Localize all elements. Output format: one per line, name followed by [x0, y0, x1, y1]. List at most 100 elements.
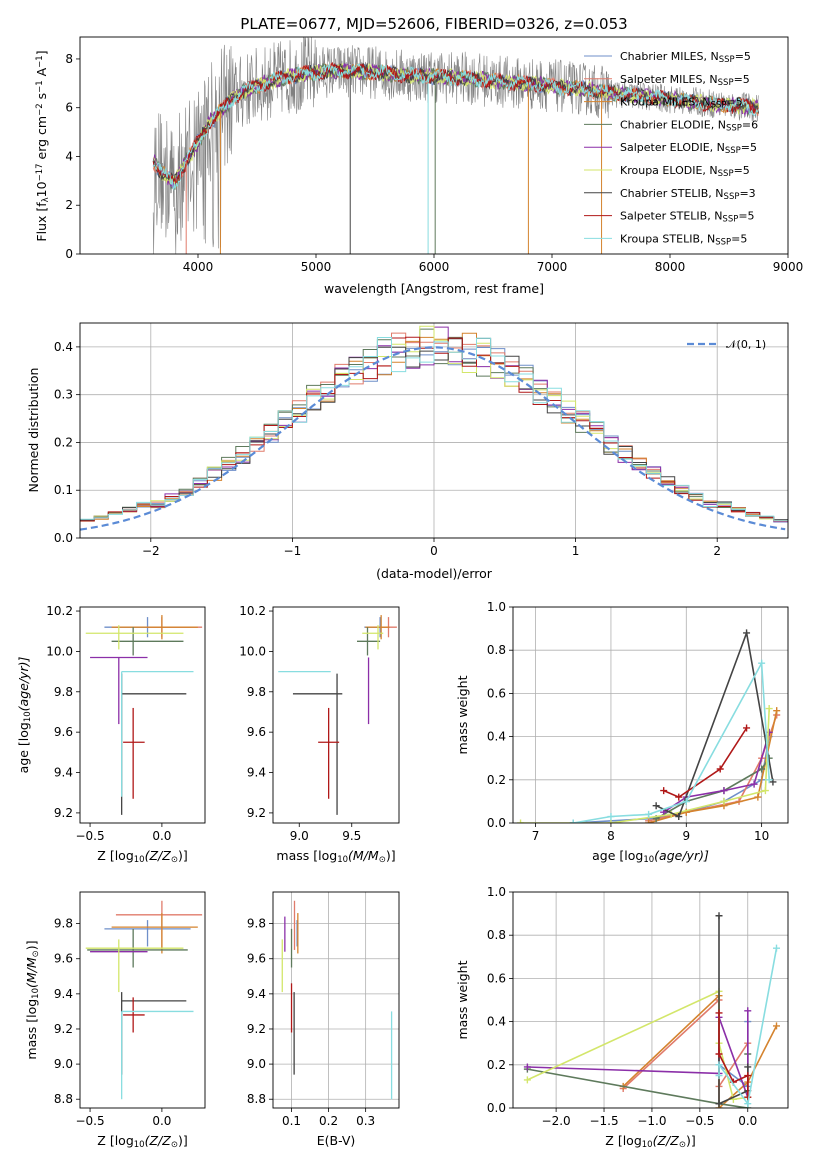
- weight-marker: [523, 1076, 531, 1084]
- x-axis-label: Z [log10(Z/Z⊙)]: [97, 1133, 187, 1150]
- y-tick-label: 0.2: [54, 435, 73, 449]
- plot-area: [152, 37, 759, 254]
- x-tick-label: 9.0: [290, 829, 309, 843]
- x-tick-label: 4000: [183, 260, 214, 274]
- y-axis-label: Normed distribution: [26, 368, 41, 493]
- x-tick-label: 0.1: [282, 1114, 301, 1128]
- x-tick-label: 0.3: [356, 1114, 375, 1128]
- x-axis-label: E(B-V): [317, 1133, 356, 1148]
- legend-entry: Salpeter STELIB, NSSP=5: [620, 210, 755, 225]
- y-tick-label: 10.2: [239, 604, 266, 618]
- weight-marker: [652, 802, 660, 810]
- y-tick-label: 0.0: [487, 816, 506, 830]
- x-tick-label: −0.5: [75, 1114, 104, 1128]
- y-tick-label: 0.4: [487, 1015, 506, 1029]
- axes-frame: [79, 322, 789, 539]
- residual-distribution-panel: −2 −1 0 1 2 0.0 0.1 0.2 0.3 0.4 𝒩(0, 1) (data-model…: [26, 322, 789, 581]
- weight-marker: [517, 819, 525, 823]
- y-tick-label: 0.8: [487, 928, 506, 942]
- x-tick-label: 1: [572, 544, 580, 558]
- x-tick-label: 8: [607, 829, 615, 843]
- weight-marker: [682, 797, 690, 805]
- figure-title: PLATE=0677, MJD=52606, FIBERID=0326, z=0…: [240, 15, 627, 33]
- x-tick-label: 9: [682, 829, 690, 843]
- mass-vs-extinction-panel: 0.1 0.2 0.3 8.8 9.0 9.2 9.4 9.6 9.8 E(B-V): [247, 891, 400, 1148]
- x-tick-label: 9.5: [342, 829, 361, 843]
- y-tick-label: 9.6: [247, 952, 266, 966]
- x-axis-label: mass [log10(M/M⊙)]: [276, 848, 395, 865]
- weight-series-line: [655, 757, 770, 820]
- weight-marker: [523, 1063, 531, 1071]
- legend-entry: 𝒩(0, 1): [726, 338, 766, 351]
- plot-area: [273, 892, 399, 1108]
- y-tick-label: 6: [65, 101, 73, 115]
- legend-entry: Chabrier MILES, NSSP=5: [620, 50, 751, 65]
- y-axis-label: age [log10(age/yr)]: [16, 657, 33, 774]
- plot-area: [80, 323, 788, 538]
- y-tick-label: 9.8: [54, 917, 73, 931]
- weight-series-line: [573, 660, 770, 823]
- y-tick-label: 0: [65, 247, 73, 261]
- y-tick-label: 9.2: [247, 806, 266, 820]
- weight-marker: [715, 1009, 723, 1017]
- y-tick-label: 8.8: [247, 1092, 266, 1106]
- x-tick-label: 6000: [419, 260, 450, 274]
- y-tick-label: 0.3: [54, 388, 73, 402]
- y-tick-label: 9.4: [54, 766, 73, 780]
- axes-frame: [272, 891, 400, 1109]
- weight-marker: [773, 944, 781, 952]
- weight-series-line: [622, 993, 778, 1108]
- weight-marker: [773, 707, 781, 715]
- weight-marker: [744, 1100, 752, 1108]
- y-tick-label: 0.6: [487, 686, 506, 700]
- x-tick-label: −0.5: [685, 1114, 714, 1128]
- x-axis-label: (data-model)/error: [376, 566, 493, 581]
- mass-vs-metallicity-panel: −0.5 0.0 8.8 9.0 9.2 9.4 9.6 9.8 Z [log10(Z/Z⊙)]…: [24, 891, 206, 1150]
- y-tick-label: 9.2: [247, 1022, 266, 1036]
- weight-marker: [715, 912, 723, 920]
- y-tick-label: 1.0: [487, 885, 506, 899]
- massweight-vs-age-panel: 7 8 9 10 0.0 0.2 0.4 0.6 0.8 1.0 age [log10(age/yr…: [455, 600, 789, 865]
- y-tick-label: 0.4: [54, 340, 73, 354]
- plot-area: [278, 615, 397, 815]
- legend-entry: Kroupa MILES, NSSP=5: [620, 96, 743, 111]
- weight-series-line: [655, 629, 774, 818]
- residual-histogram: [80, 337, 788, 521]
- weight-marker: [675, 793, 683, 801]
- y-tick-label: 0.1: [54, 483, 73, 497]
- y-tick-label: 9.2: [54, 806, 73, 820]
- y-tick-label: 9.4: [247, 766, 266, 780]
- weight-marker: [607, 819, 615, 823]
- weight-marker: [645, 810, 653, 818]
- x-axis-label: age [log10(age/yr)]: [592, 848, 709, 865]
- weight-marker: [720, 787, 728, 795]
- y-tick-label: 10.0: [46, 644, 73, 658]
- y-tick-label: 9.4: [54, 987, 73, 1001]
- x-tick-label: 10: [754, 829, 769, 843]
- axes-frame: [512, 891, 789, 1109]
- y-tick-label: 4: [65, 149, 73, 163]
- x-tick-label: −2: [142, 544, 160, 558]
- axes-frame: [79, 36, 789, 255]
- y-tick-label: 9.4: [247, 987, 266, 1001]
- x-axis-label: wavelength [Angstrom, rest frame]: [324, 281, 544, 296]
- x-tick-label: 8000: [655, 260, 686, 274]
- weight-marker: [716, 765, 724, 773]
- x-tick-label: −2.0: [542, 1114, 571, 1128]
- x-tick-label: 0: [430, 544, 438, 558]
- weight-marker: [761, 787, 769, 795]
- axes-frame: [512, 606, 789, 824]
- y-tick-label: 9.0: [54, 1057, 73, 1071]
- age-vs-metallicity-panel: −0.5 0.0 9.2 9.4 9.6 9.8 10.0 10.2 Z [log10(Z/Z⊙…: [16, 604, 206, 865]
- x-tick-label: 0.0: [152, 1114, 171, 1128]
- weight-marker: [715, 1072, 723, 1080]
- legend-entry: Salpeter ELODIE, NSSP=5: [620, 141, 757, 156]
- plot-area: [85, 615, 203, 815]
- y-tick-label: 0.0: [54, 531, 73, 545]
- x-tick-label: −1: [284, 544, 302, 558]
- plot-area: [513, 607, 788, 823]
- weight-marker: [743, 724, 751, 732]
- massweight-vs-metallicity-panel: −2.0 −1.5 −1.0 −0.5 0.0 0.0 0.2 0.4 0.6 0.8 1.0 Z […: [455, 885, 789, 1150]
- y-tick-label: 9.6: [54, 725, 73, 739]
